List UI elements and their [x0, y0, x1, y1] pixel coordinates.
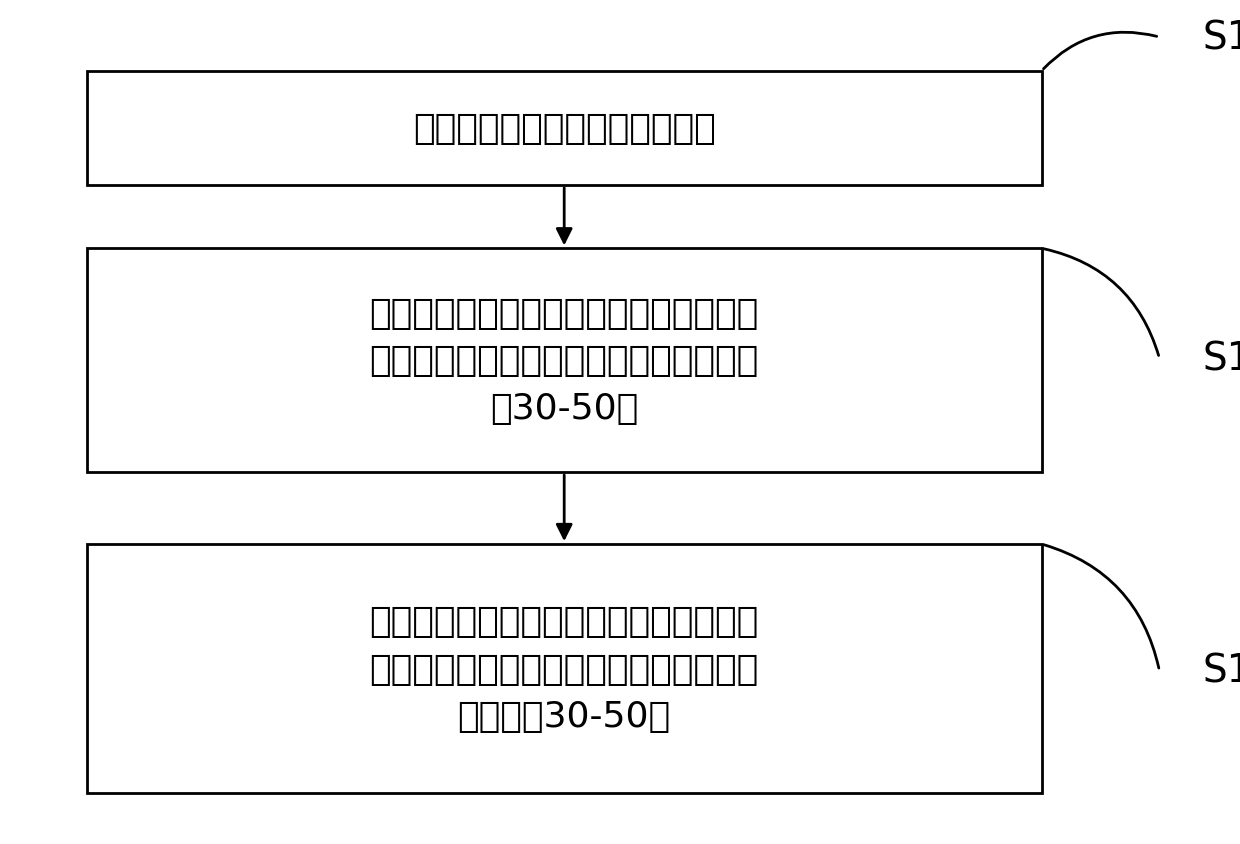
Text: 判断测量区域附近是否存在道路: 判断测量区域附近是否存在道路 — [413, 111, 715, 146]
FancyBboxPatch shape — [87, 249, 1042, 473]
Text: S110: S110 — [1203, 19, 1240, 57]
Text: S120: S120 — [1203, 340, 1240, 377]
Text: S130: S130 — [1203, 652, 1240, 690]
Text: 若是，将全部所述噪声测量探头沿道路平
行间隔布置，且相邻所述噪声测量探头间
隔30-50米: 若是，将全部所述噪声测量探头沿道路平 行间隔布置，且相邻所述噪声测量探头间 隔3… — [370, 296, 759, 425]
Text: 若否，将全部所述噪声测量探头沿变电站
围墙平行间隔布置，且相邻所述噪声测量
探头间隔30-50米: 若否，将全部所述噪声测量探头沿变电站 围墙平行间隔布置，且相邻所述噪声测量 探头… — [370, 604, 759, 733]
FancyBboxPatch shape — [87, 544, 1042, 793]
FancyBboxPatch shape — [87, 72, 1042, 186]
